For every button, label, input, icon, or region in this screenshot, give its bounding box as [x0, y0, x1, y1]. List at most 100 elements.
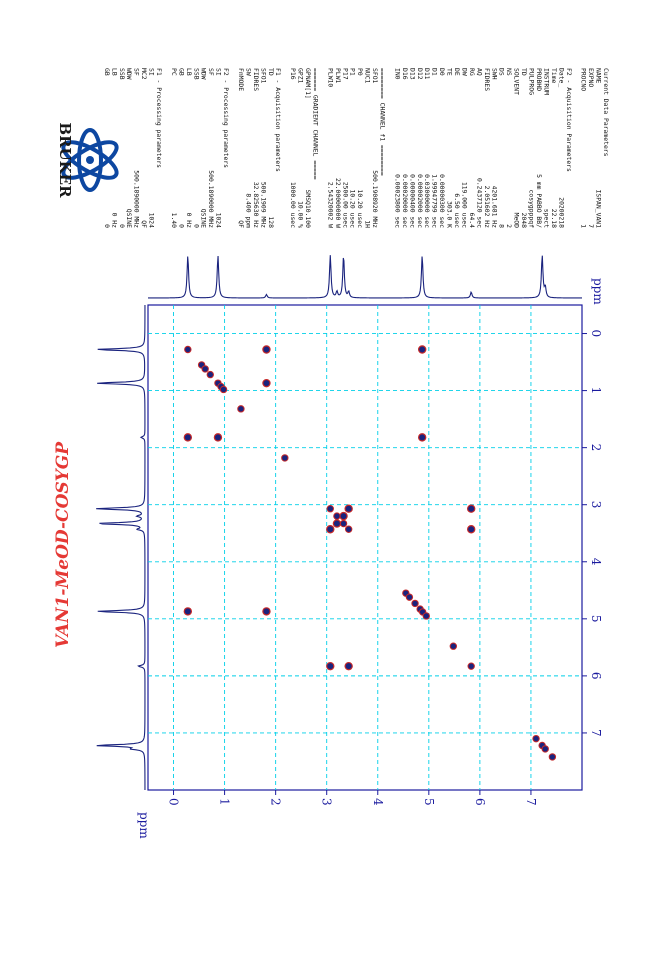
diagonal-peak [206, 370, 214, 379]
parameter-value: 0.00023800 sec [393, 174, 401, 228]
parameter-name: Current Data Parameters [602, 68, 610, 157]
parameter-name: RG [468, 68, 476, 76]
parameter-value: 10.20 usec [356, 190, 364, 229]
left-projection [96, 305, 146, 790]
diagonal-peak [467, 662, 475, 670]
parameter-value: 22.00000000 W [334, 178, 342, 228]
parameter-value: 8.400 ppm [244, 193, 252, 228]
parameter-value: 128 [267, 216, 275, 228]
parameter-value: QF [140, 220, 148, 228]
parameter-name: D16 [401, 68, 409, 80]
right-axis-unit: ppm [591, 278, 605, 305]
cross-peak [326, 525, 335, 534]
parameter-value: 2500.00 usec [341, 182, 349, 228]
parameter-value: 0.00000300 sec [438, 174, 446, 228]
parameter-name: TD [267, 68, 275, 76]
parameter-name: NUC1 [364, 68, 372, 84]
parameter-value: 1 [580, 224, 588, 228]
diagonal-peak [326, 505, 334, 513]
cross-peak [339, 511, 348, 521]
parameter-name: D1 [431, 68, 439, 76]
parameter-value: ISPAN_VAN1 [595, 190, 603, 229]
parameter-value: 303.0 K [446, 201, 454, 228]
grid-lines [148, 305, 582, 790]
diagonal-peak [184, 345, 192, 354]
parameter-name: LB [185, 68, 193, 76]
bottom-axis-unit: ppm [137, 812, 151, 839]
bottom-axis-ticks: 0 1 2 3 4 5 6 7 [167, 790, 538, 806]
parameter-name: SI [148, 68, 156, 76]
diagonal-peak [422, 612, 430, 620]
diagonal-peak [281, 454, 289, 462]
parameter-name: GB [177, 68, 185, 76]
parameter-value: 5 mm PABBO BB/ [535, 174, 543, 228]
parameter-name: PROBHD [535, 68, 543, 91]
parameter-name: PROCNO [580, 68, 588, 91]
parameter-value: QSINE [125, 209, 133, 228]
cross-peak [213, 433, 223, 442]
parameter-name: PLW10 [326, 68, 334, 87]
parameter-name: ======== CHANNEL f1 ======== [379, 68, 387, 176]
parameter-value: QSINE [200, 209, 208, 228]
parameter-value: 7 [587, 224, 595, 228]
parameter-name: SFO1 [259, 68, 267, 84]
cross-peak [326, 661, 335, 671]
bottom-tick-label: 4 [371, 798, 385, 806]
parameter-name: SOLVENT [513, 68, 521, 95]
parameter-value: 0.00000400 sec [408, 174, 416, 228]
parameter-value: 10.20 usec [349, 190, 357, 229]
parameter-value: 1.40 [170, 213, 178, 229]
parameter-name: DW [460, 68, 468, 76]
parameter-value: 32.825630 Hz [252, 182, 260, 228]
parameter-name: DS [498, 68, 506, 76]
parameter-name: D11 [423, 68, 431, 80]
parameter-value: 0.00002000 sec [416, 174, 424, 228]
cross-peak [344, 504, 353, 513]
parameter-value: 1024 [148, 213, 156, 229]
right-tick-label: 4 [589, 558, 603, 566]
top-projection [148, 255, 582, 299]
parameter-name: PLW1 [334, 68, 342, 84]
bottom-tick-label: 0 [167, 798, 181, 806]
parameter-value: 1H [364, 220, 372, 228]
diagonal-peak [344, 525, 353, 533]
parameter-value: 119.000 usec [460, 182, 468, 228]
parameter-value: 0 [177, 224, 185, 228]
parameter-name: GPZ1 [297, 68, 305, 84]
parameter-name: F1 - Acquisition parameters [274, 68, 282, 172]
parameter-name: AQ [475, 68, 483, 76]
parameter-value: 500.1909 MHz [259, 182, 267, 228]
right-tick-label: 1 [589, 387, 603, 395]
diagonal-peak [411, 599, 419, 608]
right-tick-label: 0 [589, 330, 603, 338]
parameter-name: FIDRES [252, 68, 260, 91]
parameter-name: WDW [200, 68, 208, 80]
parameter-value: 6.50 usec [453, 193, 461, 228]
diagonal-peak [449, 642, 458, 650]
parameter-name: SSB [192, 68, 200, 80]
parameter-name: D12 [416, 68, 424, 80]
parameter-name: NS [505, 68, 513, 76]
parameter-name: GB [103, 68, 111, 76]
parameter-name: P17 [341, 68, 349, 80]
parameter-name: Time [550, 68, 558, 84]
cross-peak [262, 378, 271, 388]
right-tick-label: 6 [589, 672, 603, 680]
diagonal-peak [405, 593, 414, 601]
parameter-name: ====== GRADIENT CHANNEL ===== [311, 68, 319, 180]
parameter-name: SI [215, 68, 223, 76]
parameter-name: F2 - Processing parameters [222, 68, 230, 168]
bruker-logo: BRUKER [56, 122, 119, 198]
parameter-name: SF [207, 68, 215, 76]
cross-peak [183, 607, 193, 616]
parameter-name: TD [520, 68, 528, 76]
cross-peak [344, 661, 353, 671]
diagonal-peak [532, 734, 540, 743]
right-tick-label: 7 [589, 729, 603, 737]
parameter-value: 500.1908920 MHz [371, 170, 379, 228]
parameter-value: 0 [118, 224, 126, 228]
parameter-value: 2048 [520, 213, 528, 229]
parameter-name: SF [133, 68, 141, 76]
